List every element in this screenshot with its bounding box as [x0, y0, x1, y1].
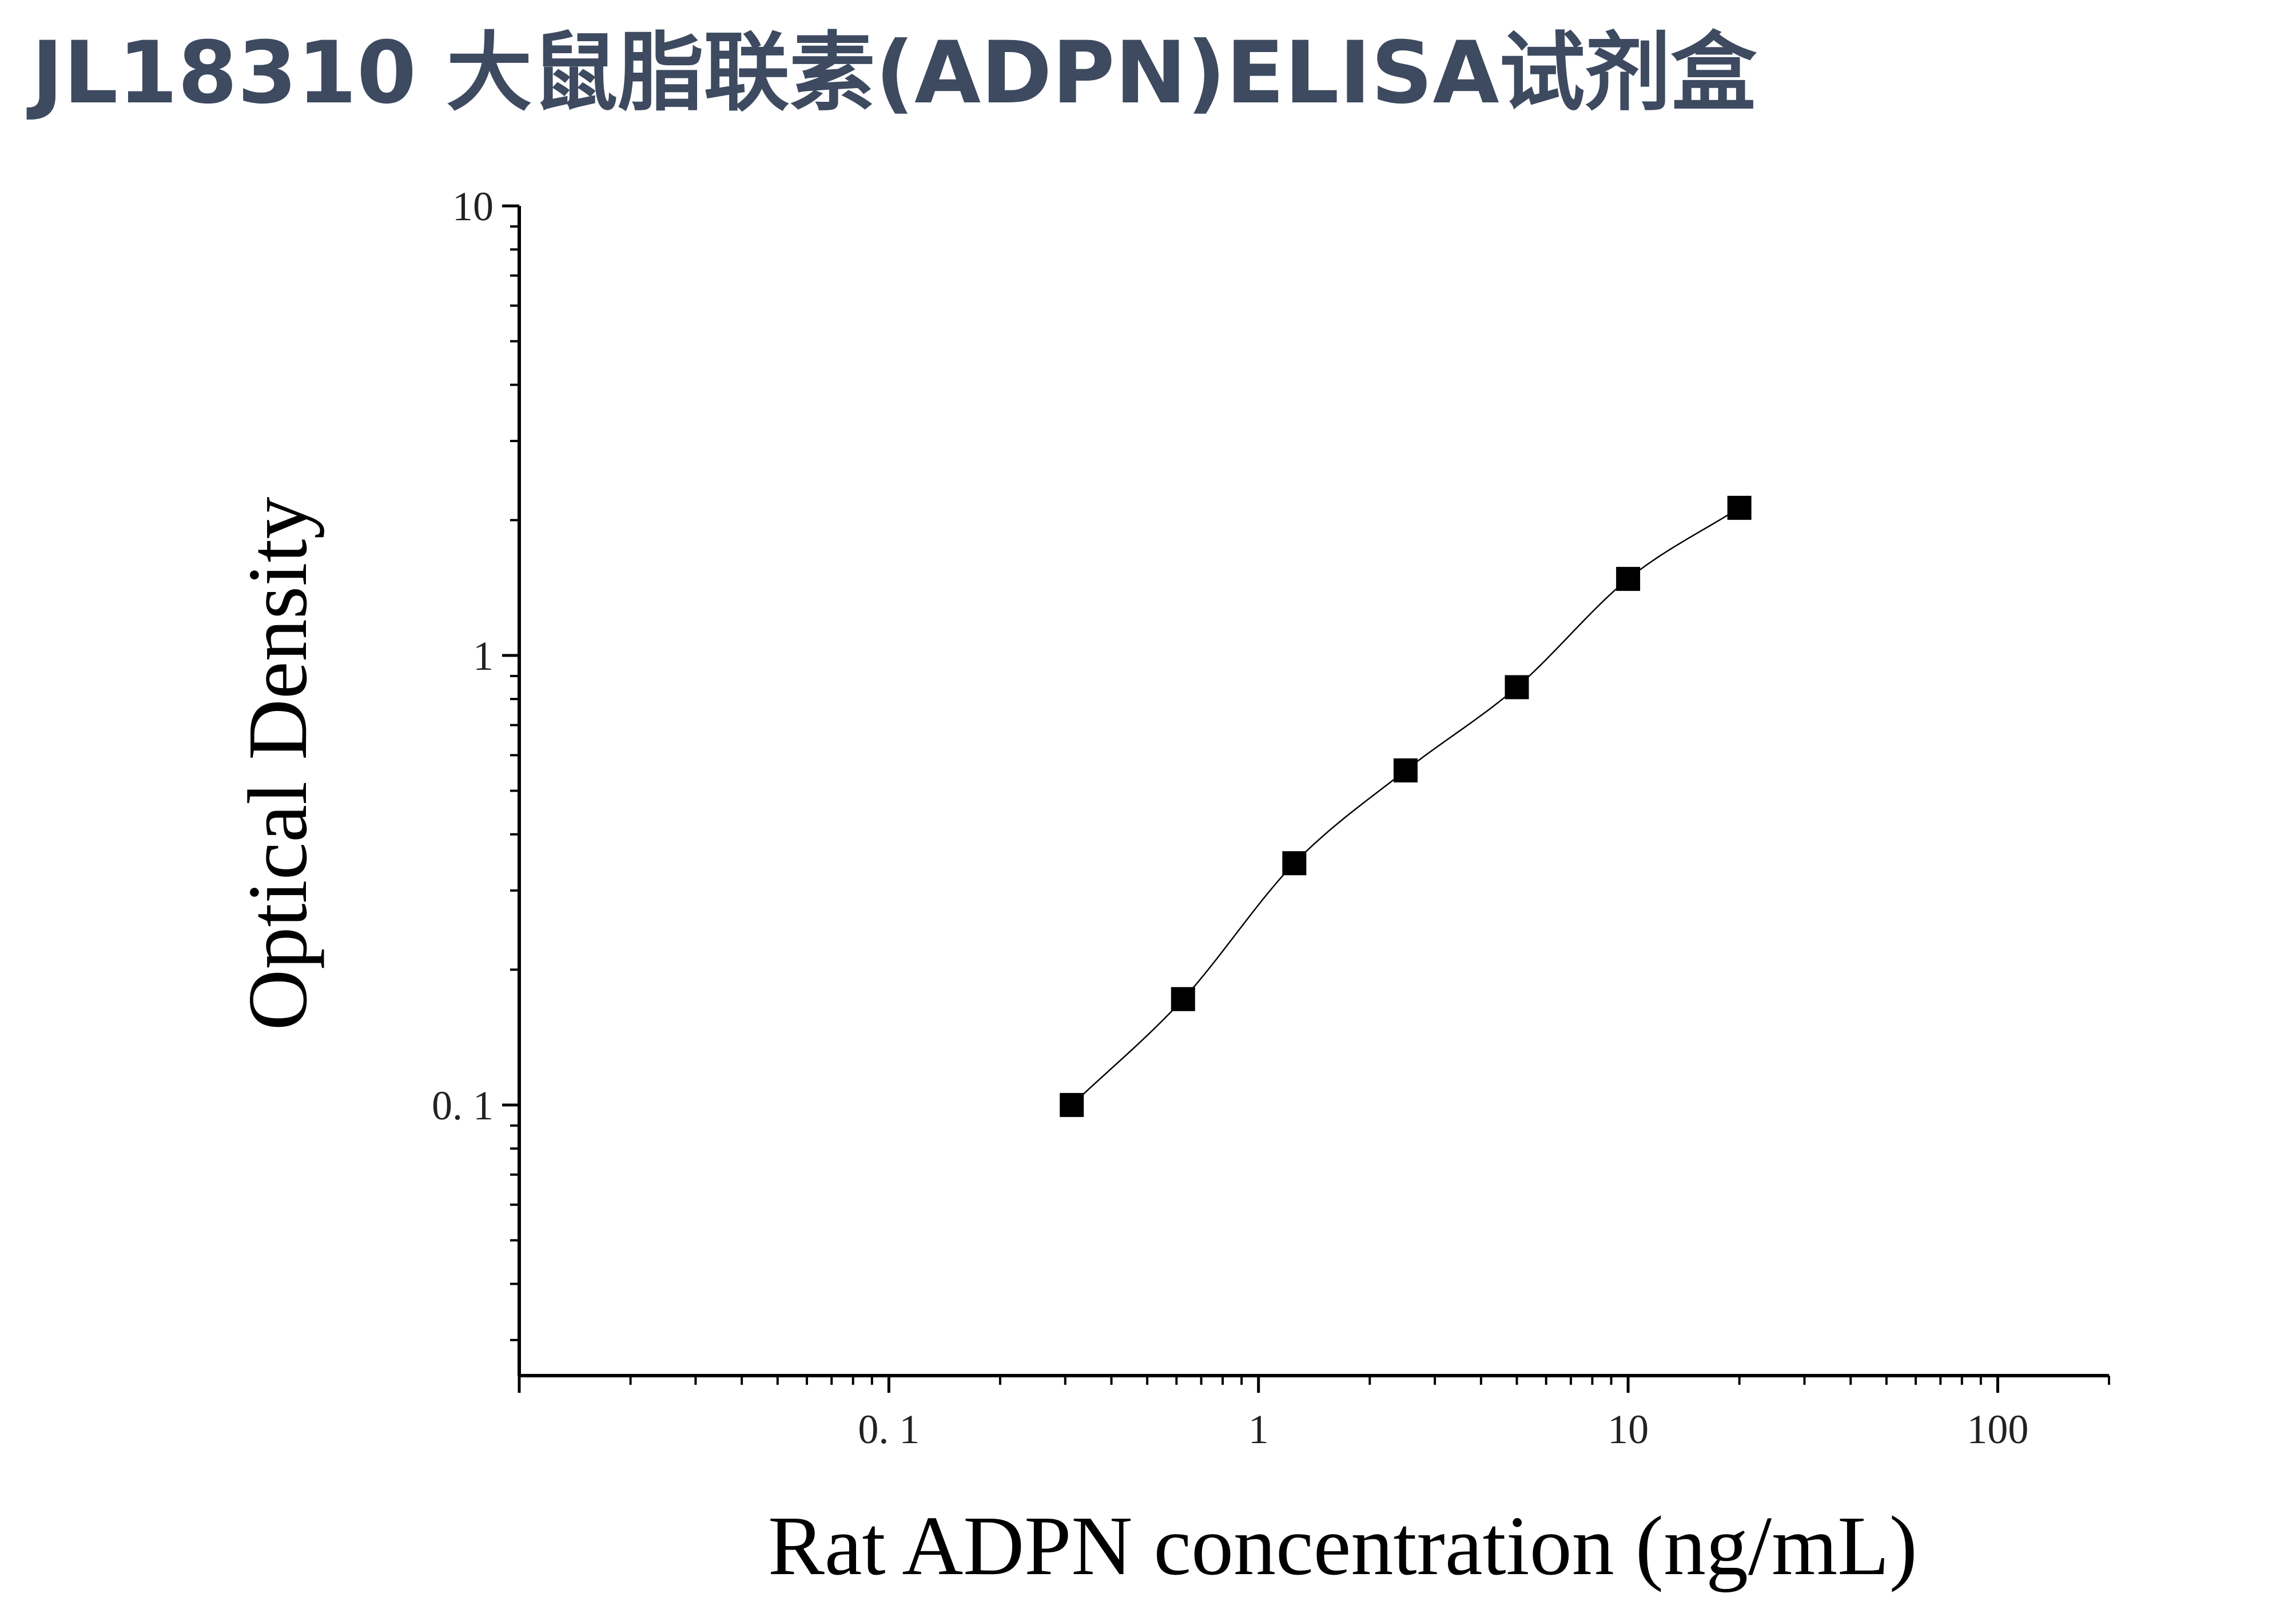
- x-tick-label: 1: [1248, 1407, 1269, 1452]
- y-axis-title: Optical Density: [231, 496, 325, 1030]
- x-tick-label: 0. 1: [858, 1407, 920, 1452]
- data-point: [1505, 675, 1529, 700]
- x-tick-label: 10: [1607, 1407, 1649, 1452]
- data-point: [1727, 495, 1752, 520]
- x-tick-label: 100: [1967, 1407, 2028, 1452]
- fit-curve-line: [1071, 507, 1740, 1106]
- axis-labels: 0. 1 1 10 100 0. 1 1 10 Rat ADPN concentration …: [231, 184, 2028, 1593]
- data-point: [1616, 567, 1641, 591]
- x-axis-title: Rat ADPN concentration (ng/mL): [768, 1499, 1917, 1593]
- data-point: [1171, 987, 1195, 1011]
- page-title: JL18310 大鼠脂联素(ADPN)ELISA试剂盒: [31, 23, 1757, 123]
- data-point: [1393, 758, 1418, 782]
- y-tick-label: 10: [452, 184, 494, 229]
- data-points: [1060, 495, 1752, 1117]
- data-point: [1060, 1092, 1084, 1117]
- y-tick-label: 1: [473, 633, 494, 679]
- fit-curve-layer: [1071, 507, 1740, 1106]
- data-point: [1282, 851, 1307, 876]
- y-tick-label: 0. 1: [432, 1083, 494, 1129]
- axes: [502, 204, 2110, 1393]
